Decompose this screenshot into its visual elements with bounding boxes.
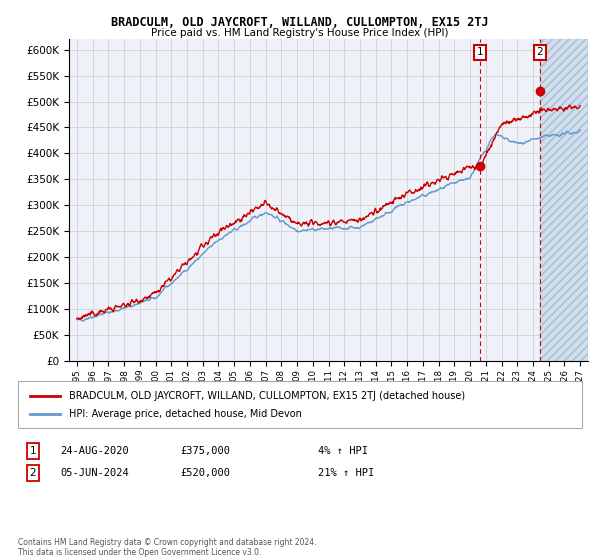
Text: HPI: Average price, detached house, Mid Devon: HPI: Average price, detached house, Mid … [69, 409, 302, 419]
Text: £520,000: £520,000 [180, 468, 230, 478]
Text: BRADCULM, OLD JAYCROFT, WILLAND, CULLOMPTON, EX15 2TJ: BRADCULM, OLD JAYCROFT, WILLAND, CULLOMP… [111, 16, 489, 29]
Text: Price paid vs. HM Land Registry's House Price Index (HPI): Price paid vs. HM Land Registry's House … [151, 28, 449, 38]
Text: 05-JUN-2024: 05-JUN-2024 [60, 468, 129, 478]
Text: 2: 2 [29, 468, 37, 478]
Text: 4% ↑ HPI: 4% ↑ HPI [318, 446, 368, 456]
Text: 1: 1 [477, 47, 484, 57]
Text: BRADCULM, OLD JAYCROFT, WILLAND, CULLOMPTON, EX15 2TJ (detached house): BRADCULM, OLD JAYCROFT, WILLAND, CULLOMP… [69, 391, 465, 401]
Bar [540, 39, 588, 361]
Text: Contains HM Land Registry data © Crown copyright and database right 2024.
This d: Contains HM Land Registry data © Crown c… [18, 538, 317, 557]
Text: 21% ↑ HPI: 21% ↑ HPI [318, 468, 374, 478]
Text: 1: 1 [29, 446, 37, 456]
Bar [540, 39, 588, 361]
Text: 24-AUG-2020: 24-AUG-2020 [60, 446, 129, 456]
Text: 2: 2 [536, 47, 543, 57]
Text: £375,000: £375,000 [180, 446, 230, 456]
